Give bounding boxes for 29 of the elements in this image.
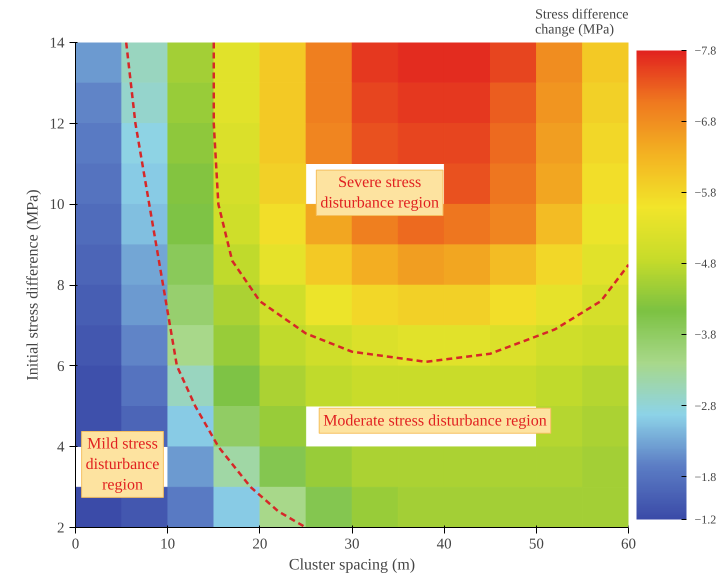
color-bar-label: −3.8: [694, 328, 716, 342]
y-axis-title: Initial stress difference (MPa): [24, 189, 42, 381]
x-tick-label: 40: [436, 536, 452, 552]
y-tick-label: 8: [57, 278, 64, 294]
x-tick-label: 60: [621, 536, 636, 552]
y-tick-label: 6: [57, 358, 65, 375]
y-tick-label: 10: [50, 197, 64, 214]
x-axis-title: Cluster spacing (m): [288, 556, 416, 574]
color-bar-label: −4.8: [694, 256, 716, 271]
color-bar-label: −2.8: [694, 398, 716, 413]
x-tick-label: 0: [72, 536, 80, 552]
x-tick-label: 10: [160, 536, 176, 552]
annotation: Severe stress disturbance region: [320, 174, 439, 212]
annotation: Moderate stress disturbance region: [323, 412, 547, 430]
line-series: [212, 42, 628, 364]
y-tick-label: 2: [57, 520, 64, 536]
x-tick-label: 50: [528, 536, 544, 552]
color-bar-label: −5.8: [694, 186, 716, 200]
color-bar-label: −1.2: [694, 512, 716, 526]
y-tick-label: 12: [50, 116, 64, 132]
x-tick-label: 20: [252, 536, 268, 552]
color-bar-title: Stress difference change (MPa): [535, 8, 629, 38]
color-bar-label: −1.8: [694, 470, 716, 484]
x-tick-label: 30: [344, 536, 360, 552]
color-bar-label: −7.8: [694, 44, 716, 58]
y-tick-label: 14: [50, 36, 65, 52]
annotation: Mild stress disturbance region: [86, 436, 160, 494]
y-tick-label: 4: [57, 440, 65, 456]
color-bar-label: −6.8: [694, 114, 716, 129]
